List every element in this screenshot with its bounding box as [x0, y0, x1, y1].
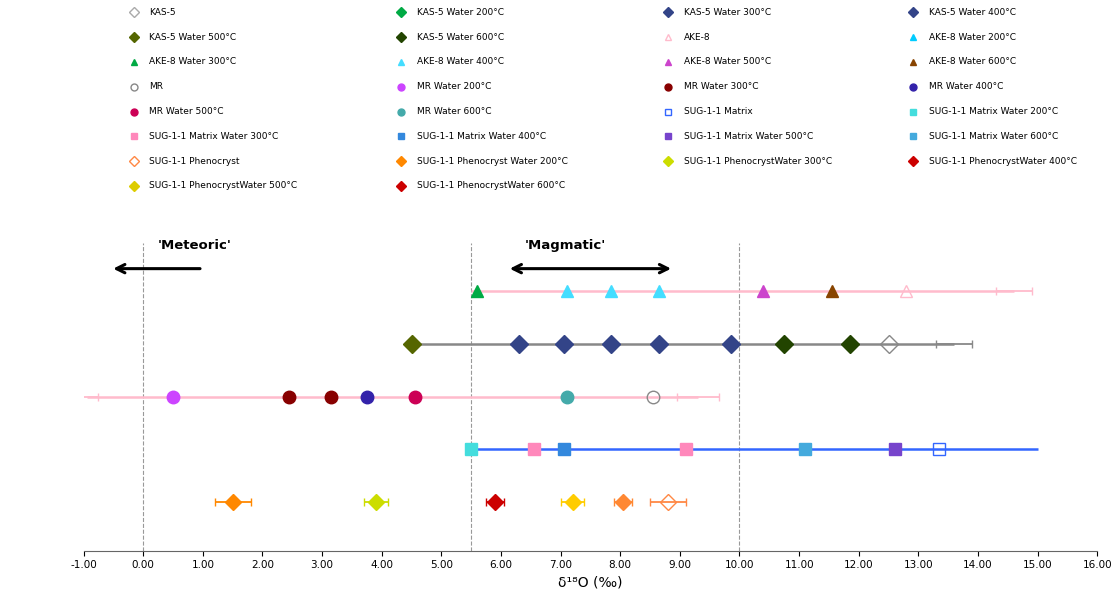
Text: SUG-1-1 Matrix Water 500°C: SUG-1-1 Matrix Water 500°C	[684, 132, 813, 141]
Text: MR Water 500°C: MR Water 500°C	[149, 107, 224, 116]
Text: MR Water 400°C: MR Water 400°C	[929, 82, 1004, 91]
Text: SUG-1-1 Matrix Water 300°C: SUG-1-1 Matrix Water 300°C	[149, 132, 278, 141]
Text: AKE-8 Water 200°C: AKE-8 Water 200°C	[929, 33, 1016, 41]
Text: AKE-8 Water 400°C: AKE-8 Water 400°C	[417, 57, 504, 66]
Text: AKE-8 Water 600°C: AKE-8 Water 600°C	[929, 57, 1016, 66]
Text: SUG-1-1 PhenocrystWater 400°C: SUG-1-1 PhenocrystWater 400°C	[929, 157, 1077, 166]
Text: AKE-8: AKE-8	[684, 33, 711, 41]
Text: SUG-1-1 Matrix Water 600°C: SUG-1-1 Matrix Water 600°C	[929, 132, 1058, 141]
Text: SUG-1-1 Phenocryst Water 200°C: SUG-1-1 Phenocryst Water 200°C	[417, 157, 567, 166]
Text: KAS-5 Water 300°C: KAS-5 Water 300°C	[684, 8, 771, 17]
Text: SUG-1-1 PhenocrystWater 500°C: SUG-1-1 PhenocrystWater 500°C	[149, 181, 297, 191]
Text: MR Water 600°C: MR Water 600°C	[417, 107, 491, 116]
Text: SUG-1-1 Matrix Water 400°C: SUG-1-1 Matrix Water 400°C	[417, 132, 546, 141]
Text: KAS-5 Water 200°C: KAS-5 Water 200°C	[417, 8, 504, 17]
Text: MR: MR	[149, 82, 164, 91]
Text: SUG-1-1 Matrix: SUG-1-1 Matrix	[684, 107, 753, 116]
Text: SUG-1-1 Matrix Water 200°C: SUG-1-1 Matrix Water 200°C	[929, 107, 1058, 116]
Text: KAS-5 Water 600°C: KAS-5 Water 600°C	[417, 33, 504, 41]
Text: AKE-8 Water 300°C: AKE-8 Water 300°C	[149, 57, 236, 66]
Text: 'Magmatic': 'Magmatic'	[525, 239, 606, 252]
Text: MR Water 300°C: MR Water 300°C	[684, 82, 759, 91]
Text: AKE-8 Water 500°C: AKE-8 Water 500°C	[684, 57, 771, 66]
Text: KAS-5 Water 400°C: KAS-5 Water 400°C	[929, 8, 1016, 17]
Text: 'Meteoric': 'Meteoric'	[158, 239, 232, 252]
X-axis label: δ¹⁸O (‰): δ¹⁸O (‰)	[558, 576, 623, 590]
Text: SUG-1-1 PhenocrystWater 600°C: SUG-1-1 PhenocrystWater 600°C	[417, 181, 565, 191]
Text: KAS-5: KAS-5	[149, 8, 176, 17]
Text: SUG-1-1 PhenocrystWater 300°C: SUG-1-1 PhenocrystWater 300°C	[684, 157, 832, 166]
Text: MR Water 200°C: MR Water 200°C	[417, 82, 491, 91]
Text: KAS-5 Water 500°C: KAS-5 Water 500°C	[149, 33, 236, 41]
Text: SUG-1-1 Phenocryst: SUG-1-1 Phenocryst	[149, 157, 240, 166]
